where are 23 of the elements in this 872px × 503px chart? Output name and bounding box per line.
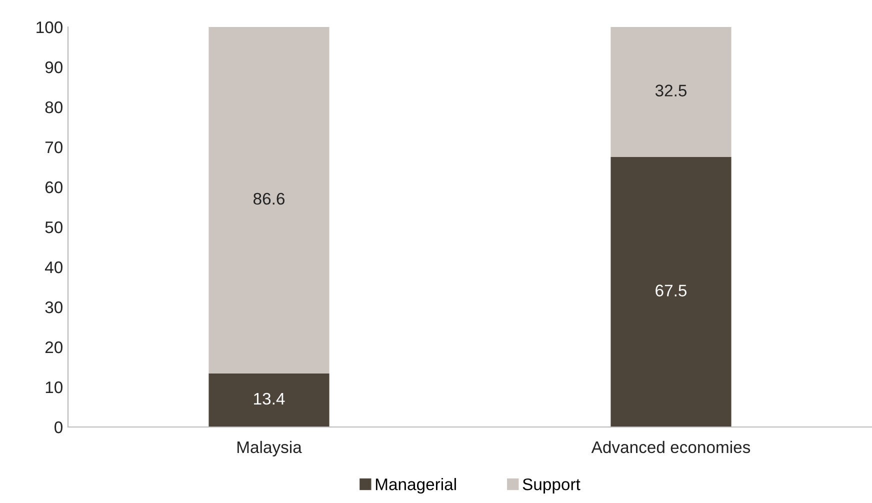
- y-tick-label: 40: [44, 261, 62, 274]
- bar: [610, 27, 732, 157]
- data-label: 67.5: [656, 284, 687, 296]
- y-tick-label: 30: [45, 301, 62, 314]
- data-label: 13.4: [254, 392, 285, 405]
- bar: [208, 373, 330, 427]
- y-tick-label: 50: [45, 221, 62, 234]
- y-tick-label: 0: [54, 421, 62, 434]
- data-label: 32.5: [655, 84, 687, 96]
- legend-label: Support: [522, 478, 580, 494]
- y-tick-label: 60: [45, 181, 62, 194]
- y-tick-label: 80: [45, 101, 62, 114]
- bar: [208, 27, 330, 374]
- data-label: 86.6: [254, 192, 284, 205]
- y-tick-label: 90: [45, 61, 62, 74]
- legend-label: Managerial: [376, 478, 456, 494]
- y-tick-label: 70: [45, 141, 62, 154]
- y-tick-label: 100: [36, 21, 62, 34]
- bar: [610, 157, 732, 427]
- x-tick-label: Advanced economies: [591, 440, 750, 454]
- y-tick-label: 10: [46, 381, 62, 394]
- y-tick-label: 20: [45, 341, 62, 354]
- x-tick-label: Malaysia: [237, 440, 302, 456]
